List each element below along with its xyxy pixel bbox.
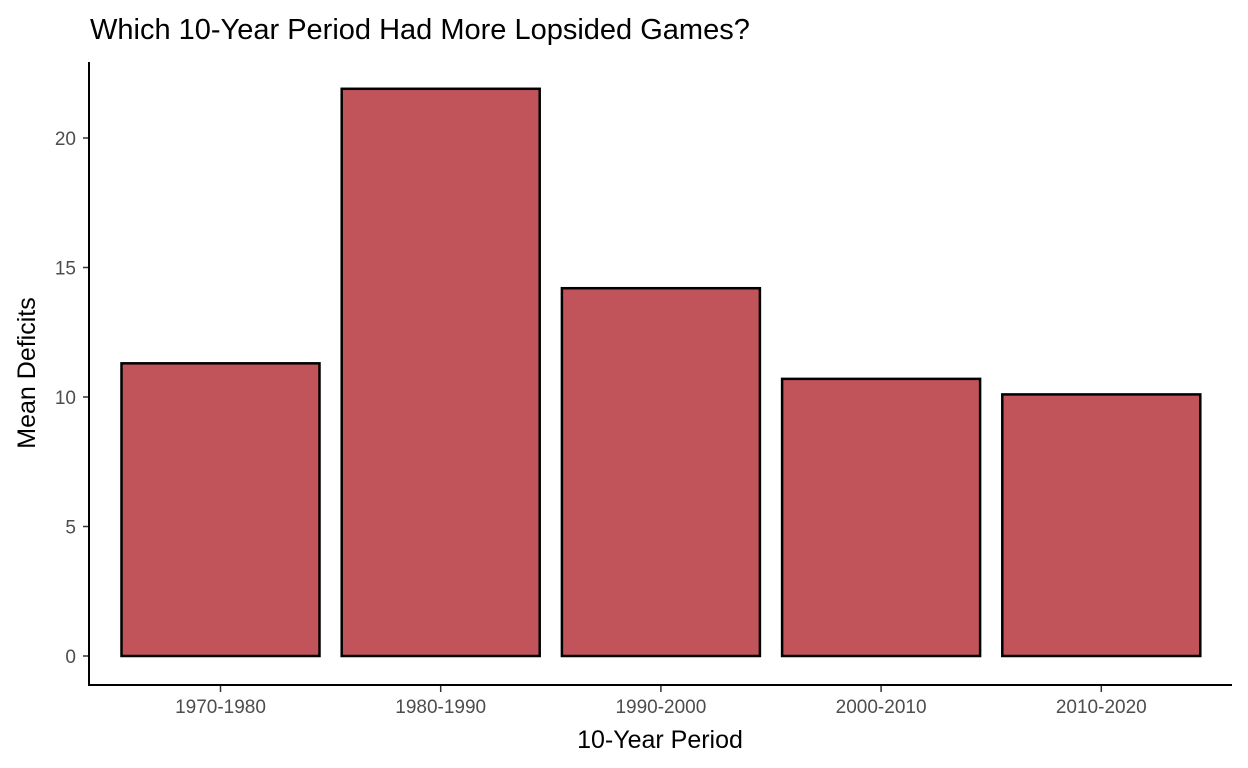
x-tick-label: 1980-1990: [395, 697, 486, 718]
y-tick-label: 20: [55, 129, 76, 150]
x-tick-label: 2000-2010: [836, 697, 927, 718]
x-tick-label: 2010-2020: [1056, 697, 1147, 718]
x-axis-title: 10-Year Period: [577, 726, 743, 754]
x-axis-ticks: 1970-1980 1980-1990 1990-2000 2000-2010 2010…: [175, 686, 1147, 718]
y-tick-label: 5: [65, 518, 76, 539]
bar-2000-2010: [780, 377, 982, 658]
y-tick-label: 0: [65, 647, 76, 668]
y-axis-ticks: 0 5 10 15 20: [55, 129, 89, 668]
bars-group: [120, 87, 1202, 658]
y-axis-title: Mean Deficits: [13, 297, 41, 448]
y-tick-label: 10: [55, 388, 76, 409]
bar-2010-2020: [1001, 393, 1202, 658]
chart-title: Which 10-Year Period Had More Lopsided G…: [90, 14, 750, 46]
bar-1970-1980: [120, 362, 321, 658]
y-tick-label: 15: [55, 259, 76, 280]
x-tick-label: 1970-1980: [175, 697, 266, 718]
bar-1990-2000: [560, 286, 762, 658]
x-tick-label: 1990-2000: [615, 697, 706, 718]
bar-1980-1990: [340, 87, 541, 658]
